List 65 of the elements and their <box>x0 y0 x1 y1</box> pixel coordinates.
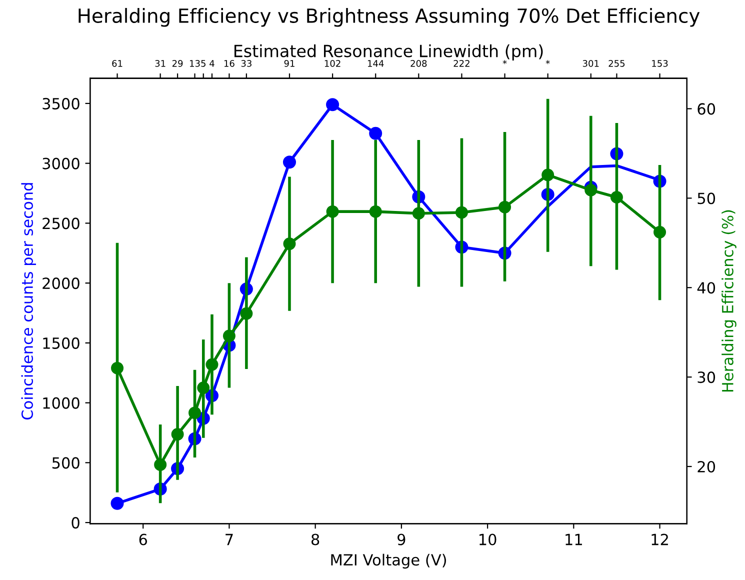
y2-axis-title: Heralding Efficiency (%) <box>722 210 736 392</box>
point <box>654 226 666 238</box>
point <box>282 156 296 169</box>
annotation: 4 <box>210 60 214 67</box>
point <box>369 205 382 218</box>
point <box>455 206 468 219</box>
annotation: 153 <box>652 60 668 67</box>
x-tick-label: 11 <box>566 534 582 546</box>
annotation: 222 <box>454 60 470 67</box>
annotation: 144 <box>368 60 384 67</box>
point <box>369 126 382 140</box>
y-tick-label: 3500 <box>42 98 80 110</box>
point <box>110 496 124 510</box>
y-tick-label: 500 <box>52 457 80 469</box>
x2-axis-title: Estimated Resonance Linewidth (pm) <box>234 44 543 61</box>
x-axis-title: MZI Voltage (V) <box>331 554 446 569</box>
x-tick-label: 6 <box>139 534 147 546</box>
point <box>222 330 236 342</box>
point <box>412 207 425 220</box>
annotation: 91 <box>284 60 294 67</box>
y-axis-title: Coincidence counts per second <box>21 183 36 420</box>
y-tick-label: 1500 <box>43 337 80 349</box>
point <box>584 184 598 196</box>
point <box>188 406 202 420</box>
annotation: 5 <box>201 60 206 67</box>
annotation: 33 <box>241 60 252 67</box>
x-tick-label: 10 <box>480 534 496 546</box>
point <box>326 98 340 112</box>
y-tick-label: 0 <box>72 517 80 529</box>
y2-tick-label: 40 <box>697 282 716 294</box>
annotation: * <box>546 60 550 64</box>
x-tick-label: 8 <box>312 534 320 546</box>
y-tick-label: 1000 <box>43 397 80 409</box>
y2-tick-label: 30 <box>698 372 716 384</box>
point <box>610 191 623 204</box>
point <box>154 458 167 471</box>
annotation: 13 <box>190 60 200 67</box>
point <box>171 428 184 441</box>
annotation: 301 <box>582 60 599 67</box>
y-tick-label: 2000 <box>42 278 80 290</box>
point <box>206 358 218 371</box>
x-tick-label: 7 <box>226 534 233 546</box>
y-tick-label: 3000 <box>42 158 80 170</box>
y2-tick-label: 60 <box>698 103 716 115</box>
y2-tick-label: 20 <box>698 460 716 473</box>
point <box>498 200 512 214</box>
annotation: 31 <box>155 60 166 67</box>
y2-tick-label: 50 <box>698 192 716 204</box>
annotation: 29 <box>172 60 183 67</box>
y-tick-label: 2500 <box>42 218 80 230</box>
annotation: 208 <box>410 60 427 67</box>
point <box>111 362 124 374</box>
x-tick-label: 12 <box>652 534 668 546</box>
point <box>240 307 253 320</box>
point <box>326 205 339 218</box>
annotation: 16 <box>224 60 234 67</box>
point <box>283 238 296 250</box>
chart-title: Heralding Efficiency vs Brightness Assuming 70% Det Efficiency <box>78 8 700 27</box>
point <box>197 382 210 394</box>
point <box>542 168 554 182</box>
x-tick-label: 9 <box>398 534 406 546</box>
annotation: 61 <box>112 60 122 67</box>
annotation: * <box>502 60 507 64</box>
annotation: 255 <box>608 60 625 67</box>
annotation: 102 <box>324 60 340 67</box>
